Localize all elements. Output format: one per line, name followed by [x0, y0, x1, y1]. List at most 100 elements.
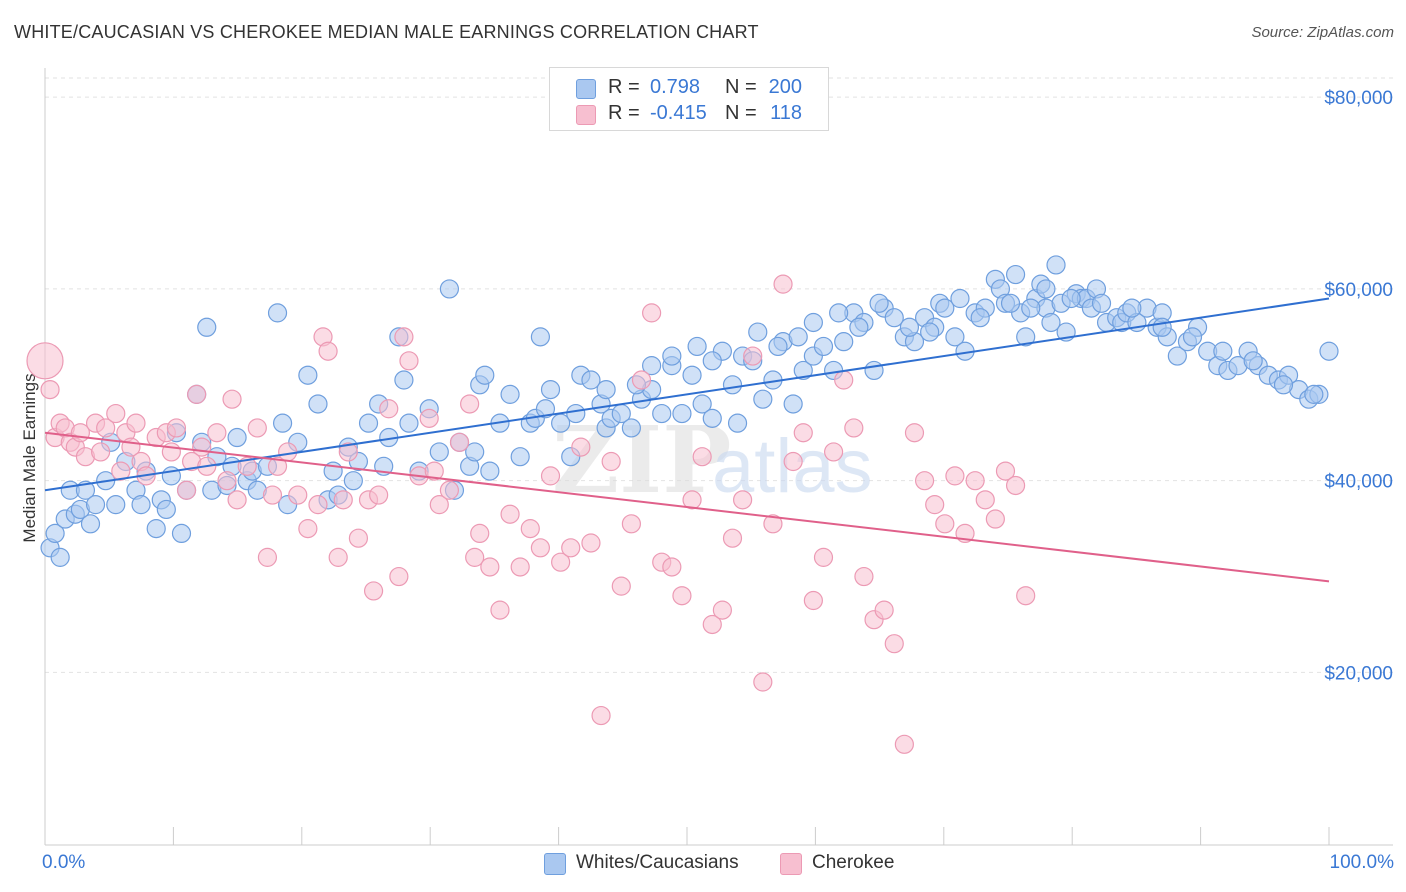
cherokee-point: [328, 547, 348, 567]
cherokee-point: [520, 519, 540, 539]
whites-point: [80, 514, 101, 534]
cherokee-point: [823, 442, 844, 462]
cherokee-point: [793, 423, 813, 443]
whites-swatch: [576, 79, 596, 99]
whites-point: [788, 327, 808, 347]
cherokee-point: [813, 547, 834, 567]
cherokee-point: [91, 442, 111, 462]
cherokee-point: [333, 490, 353, 510]
y-tick-label: $60,000: [1324, 280, 1393, 301]
cherokee-point: [222, 389, 242, 409]
cherokee-point: [601, 451, 621, 472]
cherokee-point: [783, 451, 803, 472]
cherokee-point: [702, 614, 722, 635]
cherokee-point: [394, 327, 414, 347]
cherokee-point: [26, 342, 64, 380]
cherokee-point: [288, 485, 308, 505]
y-tick-label: $80,000: [1324, 88, 1393, 109]
cherokee-point: [419, 408, 439, 428]
whites-point: [1167, 346, 1187, 366]
whites-point: [1182, 327, 1203, 347]
cherokee-point: [631, 370, 652, 390]
whites-point: [682, 365, 702, 385]
cherokee-point: [267, 456, 288, 476]
n-value: 118: [770, 102, 802, 124]
cherokee-legend-swatch: [780, 853, 802, 875]
cherokee-point: [935, 514, 955, 534]
whites-point: [652, 403, 672, 424]
cherokee-point: [834, 370, 854, 390]
whites-point: [1046, 255, 1066, 275]
cherokee-point: [510, 557, 530, 577]
cherokee-point: [945, 466, 965, 486]
whites-legend-swatch: [544, 853, 566, 875]
cherokee-point: [389, 566, 409, 587]
whites-point: [702, 408, 722, 428]
y-tick-label: $40,000: [1324, 472, 1393, 493]
whites-point: [358, 413, 379, 433]
cherokee-point: [763, 514, 783, 534]
whites-point: [272, 413, 293, 433]
cherokee-point: [561, 538, 581, 558]
whites-point: [530, 327, 551, 347]
whites-point: [1016, 327, 1036, 347]
cherokee-point: [40, 379, 60, 400]
whites-point: [1273, 375, 1294, 395]
whites-point: [131, 495, 151, 515]
whites-point: [1005, 264, 1026, 285]
r-value: 0.798: [650, 76, 701, 98]
cherokee-point: [854, 566, 874, 587]
n-label: N =: [725, 76, 757, 98]
whites-point: [849, 317, 869, 337]
whites-point: [197, 317, 217, 337]
whites-legend-label: Whites/Caucasians: [576, 852, 739, 873]
whites-point: [970, 308, 990, 328]
cherokee-point: [722, 528, 743, 548]
whites-point: [748, 322, 768, 342]
cherokee-point: [424, 461, 444, 481]
cherokee-point: [247, 418, 267, 438]
stats-legend: R = 0.798 N = 200 R = -0.415 N = 118: [549, 67, 829, 131]
whites-point: [510, 447, 530, 467]
cherokee-point: [429, 495, 449, 515]
cherokee-point: [995, 461, 1016, 481]
cherokee-point: [642, 303, 662, 323]
x-tick-label-min: 0.0%: [42, 852, 86, 873]
cherokee-point: [106, 403, 126, 424]
cherokee-point: [111, 461, 131, 481]
cherokee-point: [318, 341, 338, 361]
cherokee-point: [894, 734, 914, 754]
cherokee-point: [551, 552, 571, 572]
whites-point: [308, 394, 328, 414]
cherokee-point: [1016, 586, 1036, 606]
whites-point: [535, 399, 556, 419]
cherokee-swatch: [576, 105, 596, 125]
whites-point: [783, 394, 803, 414]
whites-point: [813, 336, 834, 357]
cherokee-legend-label: Cherokee: [812, 852, 895, 873]
cherokee-point: [530, 538, 551, 558]
whites-point: [687, 336, 707, 357]
whites-point: [702, 351, 722, 371]
cherokee-point: [733, 490, 753, 510]
cherokee-point: [692, 447, 712, 467]
whites-point: [171, 523, 192, 544]
whites-point: [1041, 312, 1061, 333]
cherokee-point: [96, 418, 116, 438]
whites-point: [803, 312, 823, 333]
y-tick-label: $20,000: [1324, 663, 1393, 684]
whites-point: [672, 403, 692, 424]
cherokee-point: [465, 547, 485, 567]
cherokee-point: [591, 705, 611, 726]
whites-point: [50, 547, 70, 567]
cherokee-point: [176, 480, 197, 500]
whites-point: [1091, 293, 1112, 313]
cherokee-point: [753, 672, 773, 692]
cherokee-point: [257, 547, 278, 567]
whites-point: [394, 370, 414, 390]
whites-point: [621, 418, 641, 438]
whites-point: [1036, 279, 1056, 299]
whites-point: [465, 442, 485, 462]
cherokee-point: [207, 423, 227, 443]
